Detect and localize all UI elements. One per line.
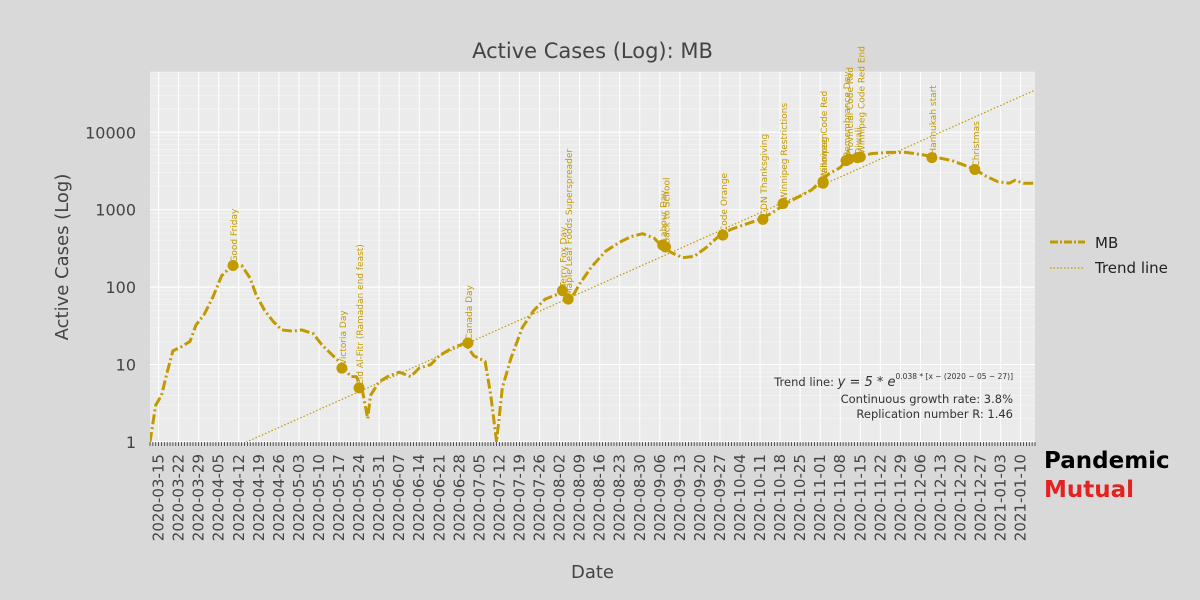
x-axis-label: Date <box>571 562 614 583</box>
y-tick-label: 1 <box>126 433 136 452</box>
legend-label-trend: Trend line <box>1094 259 1168 277</box>
x-tick-label: 2020-04-26 <box>270 454 288 541</box>
chart-title: Active Cases (Log): MB <box>472 39 713 63</box>
x-tick-label: 2020-10-11 <box>751 454 769 541</box>
x-tick-label: 2020-10-25 <box>791 454 809 541</box>
x-tick-label: 2020-11-22 <box>871 454 889 541</box>
trend-equation: Trend line: y = 5 * e0.038 * [x − (2020 … <box>773 372 1013 390</box>
y-axis-label: Active Cases (Log) <box>52 174 73 341</box>
event-marker <box>227 260 239 272</box>
x-tick-label: 2021-01-03 <box>992 454 1010 541</box>
y-tick-label: 100 <box>105 278 136 297</box>
x-tick-label: 2020-12-20 <box>952 454 970 541</box>
event-label: Labour Day <box>660 190 670 242</box>
x-tick-label: 2020-10-04 <box>731 454 749 541</box>
event-label: Victoria Day <box>339 310 349 365</box>
event-label: Good Friday <box>230 208 240 263</box>
x-tick-label: 2020-03-15 <box>150 454 168 541</box>
x-tick-label: 2020-03-29 <box>190 454 208 541</box>
plot-area <box>150 72 1035 442</box>
growth-rate: Continuous growth rate: 3.8% <box>841 392 1013 406</box>
event-marker <box>562 293 574 305</box>
event-label: Winnipeg Code Red End <box>857 46 867 154</box>
x-tick-label: 2020-05-03 <box>290 454 308 541</box>
event-marker <box>926 152 938 164</box>
x-tick-label: 2020-11-08 <box>831 454 849 541</box>
y-tick-label: 10 <box>116 356 136 375</box>
plot-layer <box>150 89 1035 442</box>
replication-number: Replication number R: 1.46 <box>856 407 1013 421</box>
x-tick-label: 2020-11-15 <box>851 454 869 541</box>
x-tick-label: 2020-05-24 <box>350 454 368 541</box>
x-tick-label: 2020-07-26 <box>531 454 549 541</box>
event-label: CDN Thanksgiving <box>760 134 770 217</box>
event-label: Provincial Code Red <box>846 67 856 156</box>
event-marker <box>777 198 789 210</box>
event-label: Back to School <box>663 177 673 244</box>
brand-pandemic: Pandemic <box>1044 448 1170 474</box>
event-label: Halloween <box>820 133 830 180</box>
event-marker <box>660 241 672 253</box>
event-label: Eid Al-Fitr (Ramadan end feast) <box>356 244 366 385</box>
x-tick-label: 2020-06-21 <box>430 454 448 541</box>
x-tick-label: 2020-04-05 <box>210 454 228 541</box>
event-marker <box>462 337 474 349</box>
event-marker <box>843 153 855 165</box>
event-marker <box>556 285 568 297</box>
x-tick-label: 2020-09-06 <box>651 454 669 541</box>
event-label: Hannukah start <box>929 85 939 155</box>
legend-label-mb: MB <box>1095 234 1118 252</box>
x-tick-label: 2020-12-13 <box>931 454 949 541</box>
x-tick-label: 2020-09-13 <box>671 454 689 541</box>
x-tick-label: 2020-08-30 <box>631 454 649 541</box>
event-marker <box>336 362 348 374</box>
x-tick-label: 2021-01-10 <box>1012 454 1030 541</box>
x-tick-label: 2020-07-12 <box>490 454 508 541</box>
x-tick-label: 2020-06-07 <box>390 454 408 541</box>
series-line-mb <box>150 150 1035 442</box>
event-label: Winnipeg Code Red <box>820 91 830 179</box>
brand-mutual: Mutual <box>1044 477 1135 503</box>
event-label: Code Orange <box>720 172 730 232</box>
x-tick-label: 2020-05-31 <box>370 454 388 541</box>
x-tick-label: 2020-06-28 <box>450 454 468 541</box>
event-label: Remembrance Day <box>843 71 853 158</box>
trend-line <box>244 89 1035 442</box>
event-marker <box>817 176 829 188</box>
y-tick-label: 10000 <box>85 123 136 142</box>
x-tick-label: 2020-03-22 <box>170 454 188 541</box>
x-tick-label: 2020-06-14 <box>410 454 428 541</box>
event-label: Christmas <box>972 121 982 167</box>
x-tick-label: 2020-12-27 <box>972 454 990 541</box>
x-tick-label: 2020-04-12 <box>230 454 248 541</box>
x-tick-label: 2020-09-20 <box>691 454 709 541</box>
x-tick-label: 2020-07-19 <box>510 454 528 541</box>
y-tick-label: 1000 <box>95 201 136 220</box>
event-label: Terry Fox Day <box>559 226 569 289</box>
event-marker <box>757 213 769 225</box>
x-tick-label: 2020-09-27 <box>711 454 729 541</box>
event-marker <box>717 229 729 241</box>
event-label: Winnipeg Restrictions <box>780 103 790 201</box>
event-marker <box>854 151 866 163</box>
event-label: Diwali <box>854 127 864 154</box>
x-tick-label: 2020-10-18 <box>771 454 789 541</box>
event-label: Canada Day <box>465 284 475 340</box>
x-tick-label: 2020-08-09 <box>571 454 589 541</box>
x-tick-label: 2020-07-05 <box>470 454 488 541</box>
event-marker <box>969 164 981 176</box>
x-tick-label: 2020-04-19 <box>250 454 268 541</box>
x-tick-label: 2020-08-23 <box>611 454 629 541</box>
event-label: Maple Leaf Foods Superspreader <box>565 149 575 297</box>
x-tick-label: 2020-05-17 <box>330 454 348 541</box>
x-tick-label: 2020-12-06 <box>911 454 929 541</box>
x-tick-label: 2020-08-16 <box>591 454 609 541</box>
x-tick-label: 2020-11-01 <box>811 454 829 541</box>
x-tick-label: 2020-11-29 <box>891 454 909 541</box>
event-marker <box>353 382 365 394</box>
x-tick-label: 2020-05-10 <box>310 454 328 541</box>
x-tick-label: 2020-08-02 <box>551 454 569 541</box>
